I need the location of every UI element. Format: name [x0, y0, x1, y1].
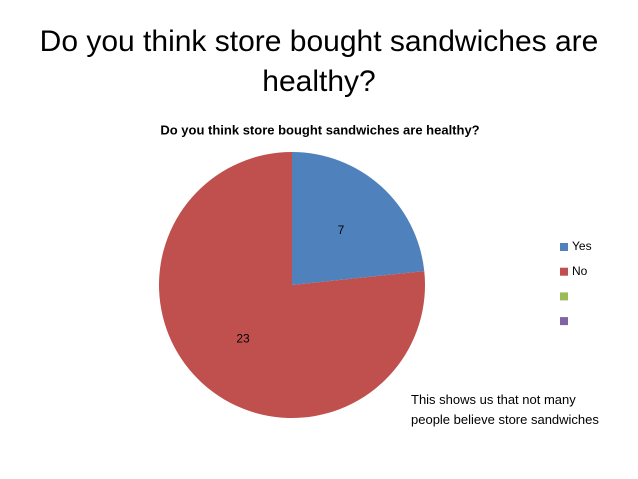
legend-swatch: [560, 317, 568, 326]
legend-swatch: [560, 243, 568, 251]
chart-title: Do you think store bought sandwiches are…: [160, 122, 479, 137]
data-label: 23: [236, 332, 250, 346]
legend-label: No: [572, 264, 588, 278]
annotation: This shows us that not many people belie…: [411, 392, 599, 427]
pie-slice: [292, 152, 425, 285]
legend-swatch: [560, 292, 568, 301]
data-label: 7: [338, 223, 345, 237]
legend-label: Yes: [572, 239, 592, 253]
legend-swatch: [560, 267, 568, 276]
slide-title: Do you think store bought sandwiches are…: [39, 25, 599, 98]
pie-slice: [159, 152, 426, 418]
